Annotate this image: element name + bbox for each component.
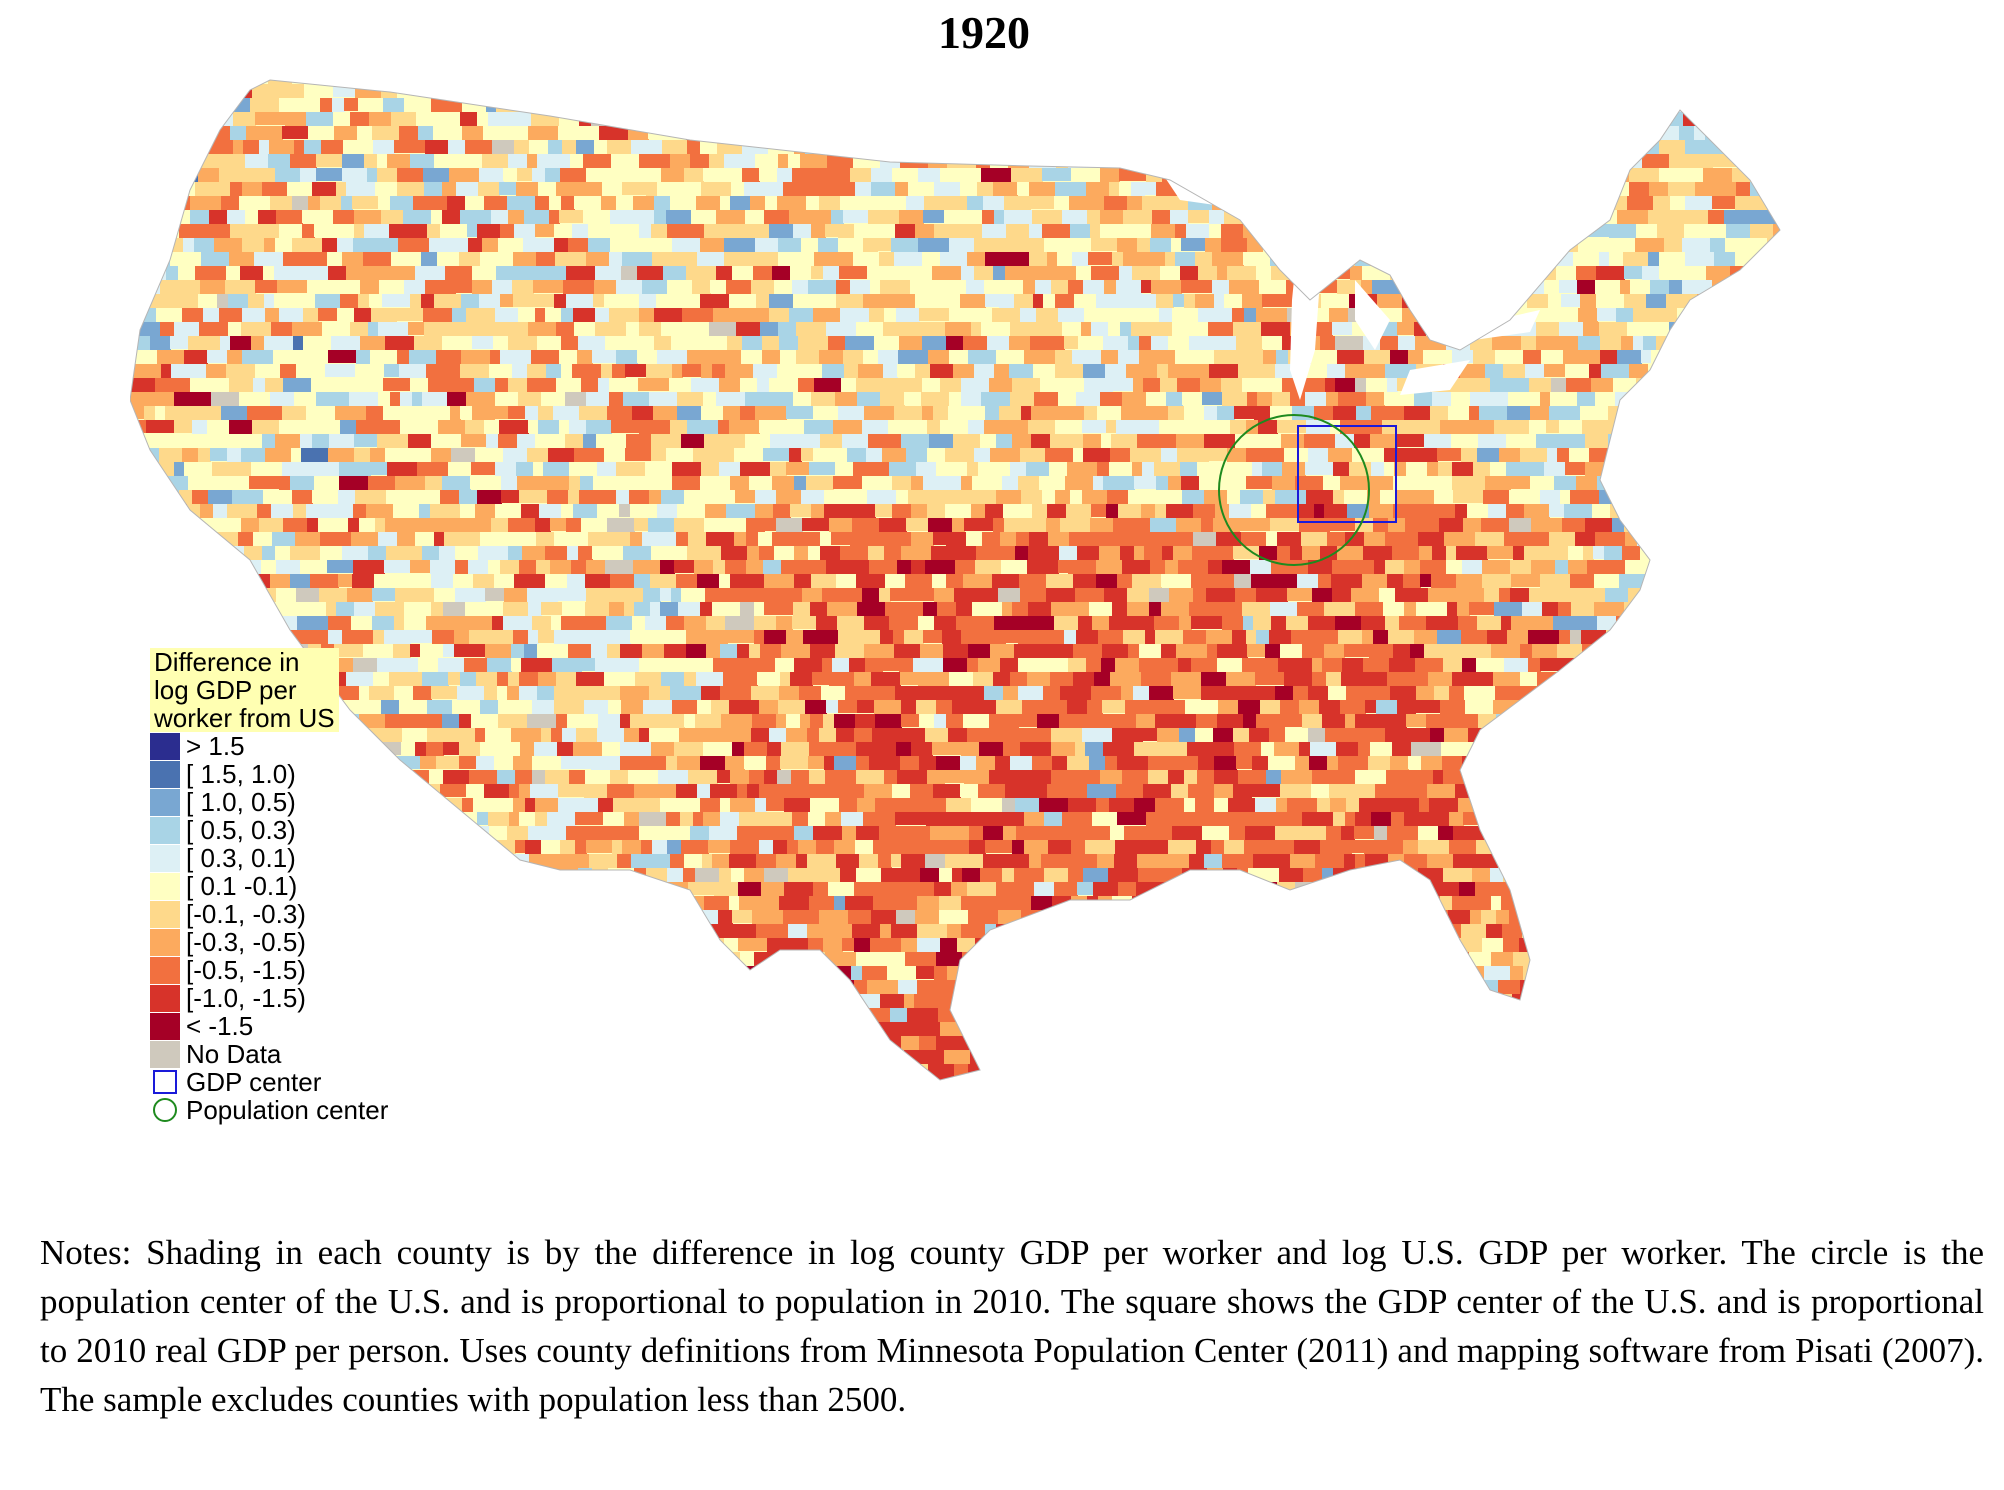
legend-title: Difference in log GDP per worker from US [150,648,339,732]
legend-item: [ 0.3, 0.1) [150,844,470,872]
population-center-circle-icon [153,1098,177,1122]
legend-swatch [150,816,180,844]
legend-item: [-0.5, -1.5) [150,956,470,984]
legend-swatch [150,984,180,1012]
legend-swatch [150,844,180,872]
legend-item: [-0.3, -0.5) [150,928,470,956]
legend-title-line-1: Difference in [154,647,300,677]
legend-item-label: [-1.0, -1.5) [186,983,306,1013]
legend-item-label: < -1.5 [186,1011,254,1041]
legend-swatch [150,956,180,984]
legend-item-label: [ 1.5, 1.0) [186,759,296,789]
legend-swatch [150,1012,180,1040]
legend-item: [ 1.5, 1.0) [150,760,470,788]
legend-item-label: [-0.5, -1.5) [186,955,306,985]
legend-item: [ 0.5, 0.3) [150,816,470,844]
legend-item: [-0.1, -0.3) [150,900,470,928]
legend-swatch [150,732,180,760]
legend-swatch [150,928,180,956]
legend-item: [ 1.0, 0.5) [150,788,470,816]
legend-swatch [150,900,180,928]
legend-gdp-center-label: GDP center [186,1067,322,1097]
legend-swatch [150,1040,180,1068]
choropleth-map [130,70,1850,1150]
legend-item: [ 0.1 -0.1) [150,872,470,900]
legend-gdp-center: GDP center [150,1068,470,1096]
legend-population-center-label: Population center [186,1095,389,1125]
legend-item-label: [-0.1, -0.3) [186,899,306,929]
population-center-circle [1218,414,1370,566]
us-county-map [130,79,1781,1081]
legend-item-label: [ 1.0, 0.5) [186,787,296,817]
legend-swatch [150,872,180,900]
legend-item: [-1.0, -1.5) [150,984,470,1012]
legend-item-label: > 1.5 [186,731,245,761]
legend-title-line-3: worker from US [154,703,335,733]
legend-item: < -1.5 [150,1012,470,1040]
legend-item-label: [ 0.3, 0.1) [186,843,296,873]
legend-population-center: Population center [150,1096,470,1124]
legend-item: > 1.5 [150,732,470,760]
legend-items: > 1.5[ 1.5, 1.0)[ 1.0, 0.5)[ 0.5, 0.3)[ … [150,732,470,1068]
legend-swatch [150,788,180,816]
gdp-center-square-icon [153,1070,177,1094]
figure-notes: Notes: Shading in each county is by the … [40,1233,1984,1419]
map-title: 1920 [938,7,1030,58]
gdp-center-square [1297,425,1397,523]
legend-swatch [150,760,180,788]
legend-item: No Data [150,1040,470,1068]
legend-item-label: [-0.3, -0.5) [186,927,306,957]
legend-title-line-2: log GDP per [154,675,297,705]
legend: Difference in log GDP per worker from US… [150,648,470,1124]
legend-item-label: [ 0.1 -0.1) [186,871,298,901]
legend-item-label: [ 0.5, 0.3) [186,815,296,845]
legend-item-label: No Data [186,1039,282,1069]
